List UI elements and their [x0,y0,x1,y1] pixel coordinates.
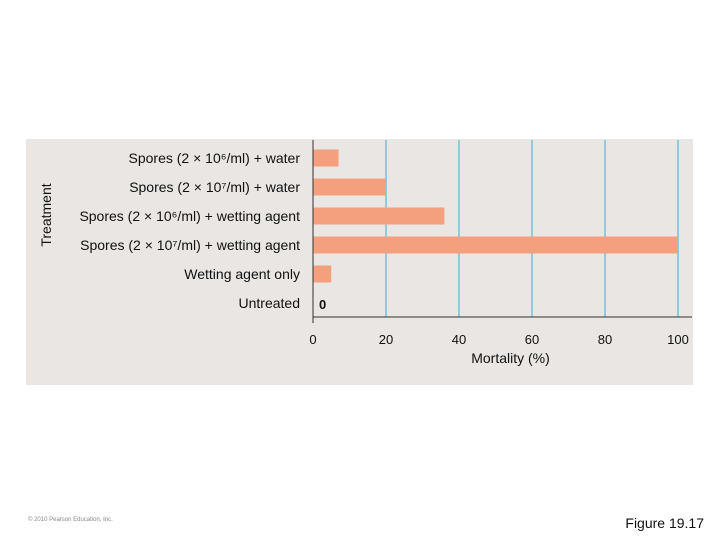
bar [313,207,445,225]
x-tick-label: 100 [667,332,689,347]
bar [313,149,339,167]
data-label: 0 [319,297,326,312]
x-axis-title: Mortality (%) [471,350,550,366]
bar [313,236,678,254]
category-label: Spores (2 × 10⁶/ml) + water [129,150,301,166]
grid-lines [385,140,679,317]
category-label: Wetting agent only [184,266,300,282]
bar [313,178,386,196]
x-tick-label: 40 [452,332,466,347]
x-tick-label: 20 [379,332,393,347]
category-label: Spores (2 × 10⁷/ml) + wetting agent [80,237,300,253]
bar [313,265,332,283]
x-tick-label: 60 [525,332,539,347]
figure-label: Figure 19.17 [625,515,704,531]
category-label: Spores (2 × 10⁶/ml) + wetting agent [79,208,300,224]
category-labels: Spores (2 × 10⁶/ml) + water Spores (2 × 1… [79,150,300,311]
y-axis-title: Treatment [38,183,54,246]
category-label: Spores (2 × 10⁷/ml) + water [129,179,300,195]
x-tick-label: 0 [309,332,316,347]
bars: 0 [313,149,678,312]
x-tick-labels: 0 20 40 60 80 100 [309,332,688,347]
x-tick-label: 80 [598,332,612,347]
copyright-notice: © 2010 Pearson Education, Inc. [28,517,113,523]
category-label: Untreated [239,295,300,311]
